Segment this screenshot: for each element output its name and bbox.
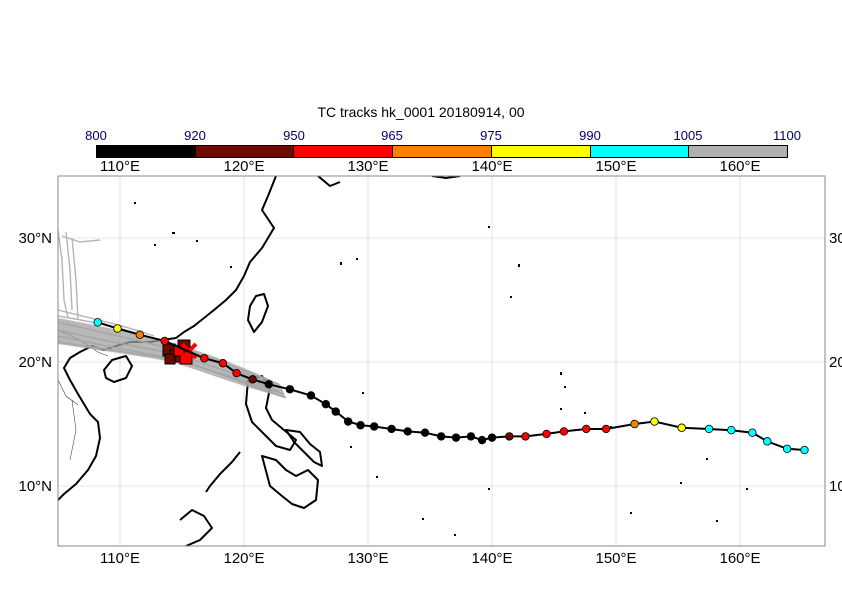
lon-tick: 120°E	[223, 158, 264, 175]
colorbar-label: 975	[480, 128, 502, 143]
lat-tick-labels: 30°N 20°N 10°N 30 20 10	[18, 230, 842, 495]
track-point	[331, 407, 340, 416]
track-point	[420, 428, 430, 437]
lon-tick: 140°E	[471, 158, 512, 175]
track-point	[505, 432, 514, 441]
track-point	[436, 432, 446, 441]
colorbar-label: 1005	[673, 128, 703, 143]
lon-tick: 110°E	[100, 158, 140, 175]
lon-tick: 130°E	[347, 158, 388, 175]
track-point	[248, 375, 257, 384]
track-point	[487, 433, 497, 442]
colorbar-segment	[195, 146, 295, 157]
track-point	[232, 368, 241, 378]
pressure-colorbar	[96, 145, 788, 158]
lon-tick: 150°E	[595, 158, 636, 175]
lat-tick: 20	[829, 354, 842, 371]
track-point	[677, 423, 686, 432]
track-point	[800, 445, 809, 455]
colorbar-label: 990	[579, 128, 601, 143]
graticule	[58, 176, 825, 546]
track-point	[321, 399, 331, 409]
track-point	[370, 422, 379, 431]
track-point	[601, 424, 611, 434]
track-point	[559, 427, 569, 436]
track-point	[113, 324, 122, 333]
lon-tick: 120°E	[223, 550, 264, 567]
colorbar-segment	[393, 146, 492, 157]
colorbar-segment	[294, 146, 394, 157]
colorbar-label: 965	[381, 128, 403, 143]
lon-tick-labels: 110°E 120°E 130°E 140°E 150°E 160°E 110°…	[100, 158, 760, 567]
track-point	[466, 432, 476, 441]
colorbar-segment	[689, 146, 788, 157]
colorbar-label: 920	[184, 128, 206, 143]
lat-tick: 30	[829, 230, 842, 247]
track-point	[306, 391, 316, 400]
track-point	[542, 429, 551, 439]
track-point	[748, 428, 757, 437]
track-point	[343, 417, 353, 426]
track-point	[218, 359, 228, 368]
lat-tick: 30°N	[18, 230, 52, 247]
track-point	[630, 419, 639, 429]
track-point	[582, 424, 591, 434]
track-point	[285, 385, 295, 394]
lon-tick: 160°E	[719, 158, 760, 175]
track-point	[704, 424, 714, 434]
track-point	[521, 432, 530, 441]
lon-tick: 160°E	[719, 550, 760, 567]
track-point	[93, 318, 102, 327]
track-point	[763, 437, 772, 446]
track-point	[160, 336, 169, 346]
coastlines	[58, 176, 461, 546]
track-point	[451, 433, 461, 442]
colorbar-segment	[590, 146, 690, 157]
colorbar-segment	[97, 146, 196, 157]
lon-tick: 150°E	[595, 550, 636, 567]
track-point	[650, 417, 659, 426]
lon-tick: 110°E	[100, 550, 140, 567]
track-point	[403, 427, 412, 436]
lon-tick: 140°E	[471, 550, 512, 567]
track-point	[782, 444, 792, 453]
colorbar-segment	[491, 146, 591, 157]
colorbar-label: 800	[85, 128, 107, 143]
track-point	[387, 424, 396, 434]
map-frame	[57, 175, 826, 547]
track-point	[356, 421, 365, 430]
lat-tick: 10°N	[18, 478, 52, 495]
colorbar-label: 1100	[773, 128, 801, 143]
track-point	[200, 354, 209, 363]
track-points	[93, 318, 809, 455]
forecast-track-line	[97, 321, 805, 451]
track-point	[135, 330, 145, 339]
lat-tick: 20°N	[18, 354, 52, 371]
map-title: TC tracks hk_0001 20180914, 00	[317, 104, 525, 120]
track-point	[727, 426, 736, 435]
track-point	[477, 435, 487, 445]
colorbar-labels: 800 920 950 965 975 990 1005 1100	[0, 128, 842, 144]
lat-tick: 10	[829, 478, 842, 495]
track-point	[264, 380, 273, 389]
lon-tick: 130°E	[347, 550, 388, 567]
colorbar-label: 950	[283, 128, 305, 143]
small-islands	[134, 202, 748, 536]
